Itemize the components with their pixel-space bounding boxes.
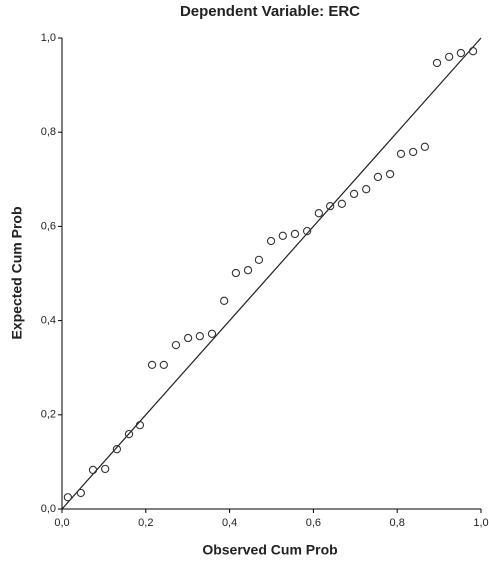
point [254, 255, 264, 264]
point [147, 360, 157, 370]
y-tick-label: 0,4 [41, 315, 56, 327]
point [195, 331, 205, 341]
point [207, 329, 217, 338]
point [135, 421, 145, 430]
point [408, 147, 418, 157]
point [159, 360, 168, 370]
point [445, 52, 454, 61]
point [76, 488, 86, 498]
x-tick-label: 0,2 [138, 517, 153, 529]
y-tick-label: 1,0 [41, 32, 56, 44]
point [396, 149, 406, 159]
point [88, 465, 98, 475]
x-tick-label: 1,0 [473, 517, 488, 529]
point [63, 493, 73, 502]
point [183, 333, 193, 343]
point [290, 229, 300, 239]
point [314, 209, 323, 218]
point [420, 142, 430, 151]
point [266, 236, 276, 246]
point [302, 226, 312, 236]
point [220, 296, 229, 305]
x-tick-label: 0,6 [306, 517, 321, 529]
point [278, 231, 287, 240]
y-tick-label: 0,2 [41, 409, 56, 421]
point [468, 47, 478, 56]
y-axis-label: Expected Cum Prob [9, 206, 25, 339]
point [373, 172, 383, 182]
point [171, 340, 181, 350]
reference-line [61, 37, 482, 510]
point [337, 199, 347, 208]
point [231, 268, 241, 278]
chart-title: Dependent Variable: ERC [180, 3, 360, 20]
point [432, 58, 442, 68]
point [456, 48, 466, 58]
point [243, 266, 253, 275]
point [112, 445, 122, 454]
point [101, 464, 110, 474]
point [385, 169, 395, 179]
x-axis-label: Observed Cum Prob [202, 542, 337, 558]
point [326, 201, 335, 211]
x-tick-label: 0,4 [222, 517, 237, 529]
y-tick-label: 0,8 [41, 126, 56, 138]
point [349, 189, 359, 199]
point [124, 429, 134, 439]
y-tick-label: 0,6 [41, 220, 56, 232]
x-tick-label: 0,0 [54, 517, 69, 529]
point [362, 185, 371, 194]
x-tick-label: 0,8 [390, 517, 405, 529]
y-tick-label: 0,0 [41, 503, 56, 515]
